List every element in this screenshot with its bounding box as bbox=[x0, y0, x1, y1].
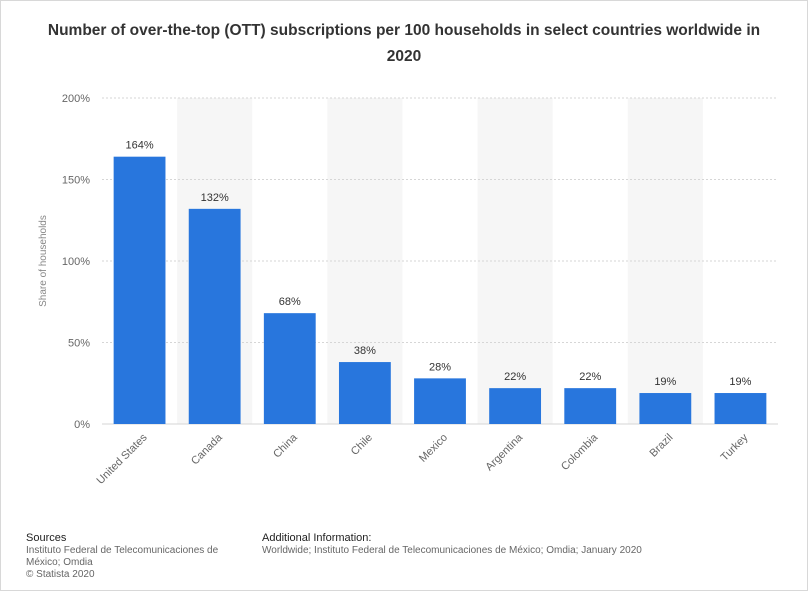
data-label: 22% bbox=[579, 371, 601, 383]
x-tick-label: Colombia bbox=[559, 431, 601, 473]
data-label: 22% bbox=[504, 371, 526, 383]
sources-heading: Sources bbox=[26, 532, 67, 544]
sources-block: Sources Instituto Federal de Telecomunic… bbox=[26, 532, 246, 581]
sources-line-1: Instituto Federal de Telecomunicaciones … bbox=[26, 545, 219, 556]
data-label: 68% bbox=[279, 296, 301, 308]
chart-title: Number of over-the-top (OTT) subscriptio… bbox=[47, 22, 761, 65]
x-tick-label: Mexico bbox=[417, 432, 450, 465]
bar bbox=[113, 156, 166, 424]
y-tick-label: 50% bbox=[68, 338, 90, 350]
data-label: 19% bbox=[729, 376, 751, 388]
additional-info-block: Additional Information: Worldwide; Insti… bbox=[262, 532, 782, 557]
x-tick-label: Chile bbox=[349, 432, 375, 458]
bar bbox=[639, 393, 692, 424]
bar bbox=[489, 388, 542, 424]
data-label: 19% bbox=[654, 376, 676, 388]
data-label: 28% bbox=[429, 361, 451, 373]
bar bbox=[714, 393, 767, 424]
y-tick-label: 0% bbox=[74, 419, 90, 431]
bar-chart: 0% 50% 100% 150% 200% Share of households 164%… bbox=[38, 93, 778, 487]
x-tick-label: Canada bbox=[189, 431, 225, 467]
bar bbox=[564, 388, 617, 424]
x-tick-label: Turkey bbox=[719, 431, 751, 463]
sources-line-2: México; Omdia bbox=[26, 557, 93, 568]
additional-info-heading: Additional Information: bbox=[262, 532, 372, 544]
bar bbox=[338, 362, 391, 424]
data-label: 164% bbox=[125, 140, 153, 152]
y-axis-title: Share of households bbox=[38, 215, 49, 307]
x-tick-label: Argentina bbox=[483, 431, 525, 473]
sources-line-3: © Statista 2020 bbox=[26, 569, 95, 580]
x-tick-label: China bbox=[271, 431, 300, 460]
x-tick-label: United States bbox=[94, 431, 150, 487]
y-tick-label: 150% bbox=[62, 175, 90, 187]
y-tick-label: 200% bbox=[62, 93, 90, 105]
y-tick-label: 100% bbox=[62, 256, 90, 268]
x-tick-label: Brazil bbox=[648, 432, 676, 460]
bar bbox=[414, 378, 466, 424]
bar bbox=[263, 313, 316, 424]
additional-info-text: Worldwide; Instituto Federal de Telecomu… bbox=[262, 545, 642, 556]
bar bbox=[188, 208, 241, 424]
data-label: 38% bbox=[354, 345, 376, 357]
data-label: 132% bbox=[201, 192, 229, 204]
